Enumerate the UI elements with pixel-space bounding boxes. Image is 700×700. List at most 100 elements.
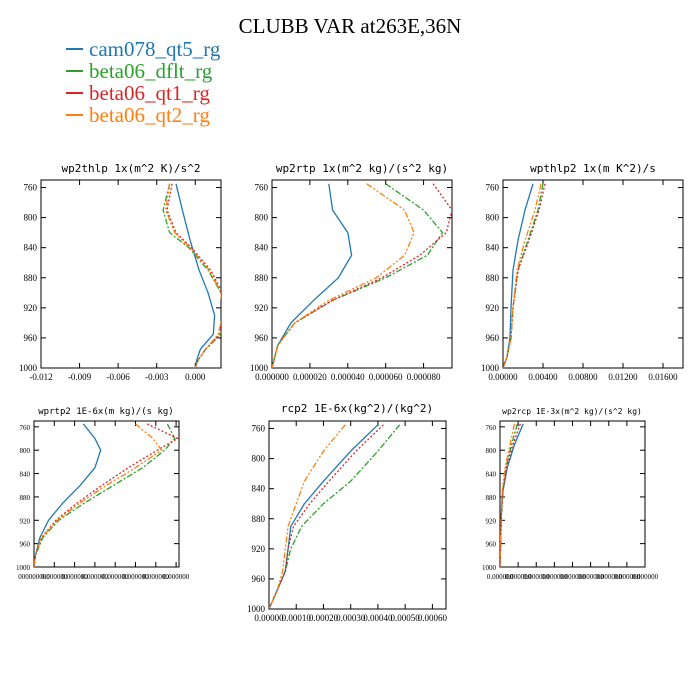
series-line-beta06_qt2_rg [165,183,221,368]
y-tick-label: 760 [252,424,266,434]
series-line-beta06_qt2_rg [272,183,415,368]
plot-frame [40,179,222,369]
x-tick-label: 0.00040 [363,613,393,623]
x-tick-label: -0.003 [145,372,169,382]
legend-swatch [66,70,83,72]
legend-label: cam078_qt5_rg [89,37,221,61]
series-line-beta06_qt2_rg [503,183,542,368]
legend-label: beta06_qt2_rg [89,103,210,127]
panel-6: wp2rcp 1E-3x(m^2 kg)/(s^2 kg) 760 800 840 88… [482,407,659,581]
x-tick-label: 0.00050 [391,613,421,623]
x-tick-label: 0.000000 [541,573,568,581]
y-tick-label: 800 [252,454,266,464]
x-tick-label: 0.000000 [82,573,109,581]
y-tick-label: 800 [486,447,497,455]
series-line-beta06_dflt_rg [34,423,176,567]
plot-frame [499,420,646,568]
y-tick-label: 800 [255,213,269,223]
x-tick-label: 0.000000 [596,573,623,581]
y-tick-label: 1000 [482,564,497,572]
y-tick-label: 1000 [247,604,266,614]
y-tick-label: 760 [20,424,31,432]
x-tick-label: 0.000000 [632,573,659,581]
y-tick-label: 880 [20,494,31,502]
y-tick-label: 920 [20,517,31,525]
panel-title: wp2rcp 1E-3x(m^2 kg)/(s^2 kg) [502,407,642,416]
legend-item: beta06_qt2_rg [66,104,220,126]
legend-label: beta06_dflt_rg [89,59,213,83]
legend-swatch [66,48,83,50]
y-tick-label: 800 [20,447,31,455]
x-tick-label: 0.000080 [407,372,441,382]
x-tick-label: -0.012 [29,372,52,382]
x-tick-label: 0.000000 [614,573,641,581]
y-tick-label: 760 [486,183,500,193]
panel-title: wp2thlp 1x(m^2 K)/s^2 [61,162,200,175]
y-tick-label: 760 [255,183,269,193]
series-line-cam078_qt5_rg [500,423,524,567]
x-tick-label: 0.000040 [331,372,365,382]
y-tick-label: 960 [255,333,269,343]
x-tick-label: 0.000000 [255,372,289,382]
x-tick-label: 0.000000 [578,573,605,581]
x-tick-label: 0.00030 [336,613,366,623]
x-tick-label: -0.009 [68,372,92,382]
panel-4: wprtp2 1E-6x(m kg)/(s kg) 760 800 840 880 920… [16,407,190,581]
plot-frame [502,179,684,369]
y-tick-label: 920 [24,303,38,313]
legend-label: beta06_qt1_rg [89,81,210,105]
series-line-cam078_qt5_rg [175,183,216,368]
x-tick-label: 0.00060 [418,613,448,623]
y-tick-label: 1000 [16,564,31,572]
x-tick-label: 0.000000 [559,573,586,581]
x-tick-label: 0.00000 [254,613,284,623]
y-tick-label: 960 [20,541,31,549]
x-tick-label: 0.000000 [487,573,514,581]
series-line-cam078_qt5_rg [269,424,379,609]
y-tick-label: 760 [24,183,38,193]
x-tick-label: 0.000000 [122,573,149,581]
x-tick-label: 0.000060 [369,372,403,382]
y-tick-label: 1000 [19,363,38,373]
series-line-beta06_qt2_rg [500,423,516,567]
series-line-beta06_qt2_rg [34,423,163,567]
y-tick-label: 1000 [250,363,269,373]
x-tick-label: -0.006 [107,372,131,382]
plot-frame [268,420,447,610]
y-tick-label: 920 [486,303,500,313]
y-tick-label: 880 [24,273,38,283]
x-tick-label: 0.00020 [309,613,339,623]
y-tick-label: 880 [255,273,269,283]
legend-swatch [66,114,83,116]
x-tick-label: 0.00000 [488,372,518,382]
x-tick-label: 0.000000 [61,573,88,581]
x-tick-label: 0.01200 [608,372,638,382]
y-tick-label: 800 [24,213,38,223]
panel-5: rcp2 1E-6x(kg^2)/(kg^2) 760 800 840 880 920 96… [247,402,448,623]
legend-item: beta06_qt1_rg [66,82,220,104]
y-tick-label: 840 [255,243,269,253]
x-tick-label: 0.00800 [568,372,598,382]
series-line-beta06_qt2_rg [269,424,346,609]
x-tick-label: 0.000020 [293,372,327,382]
x-tick-label: 0.000 [185,372,206,382]
series-line-beta06_dflt_rg [272,183,444,368]
y-tick-label: 840 [24,243,38,253]
series-line-beta06_dflt_rg [269,424,401,609]
y-tick-label: 840 [486,471,497,479]
series-line-cam078_qt5_rg [34,423,102,567]
x-tick-label: 0.000000 [523,573,550,581]
panel-title: wprtp2 1E-6x(m kg)/(s kg) [38,407,173,417]
legend-item: cam078_qt5_rg [66,38,220,60]
y-tick-label: 840 [20,471,31,479]
x-tick-label: 0.000000 [143,573,170,581]
y-tick-label: 920 [486,517,497,525]
y-tick-label: 960 [24,333,38,343]
y-tick-label: 960 [252,574,266,584]
panel-title: wp2rtp 1x(m^2 kg)/(s^2 kg) [276,162,448,175]
legend: cam078_qt5_rg beta06_dflt_rg beta06_qt1_rg… [66,38,220,126]
x-tick-label: 0.000000 [41,573,68,581]
series-line-cam078_qt5_rg [272,183,353,368]
panel-title: rcp2 1E-6x(kg^2)/(kg^2) [281,402,433,415]
